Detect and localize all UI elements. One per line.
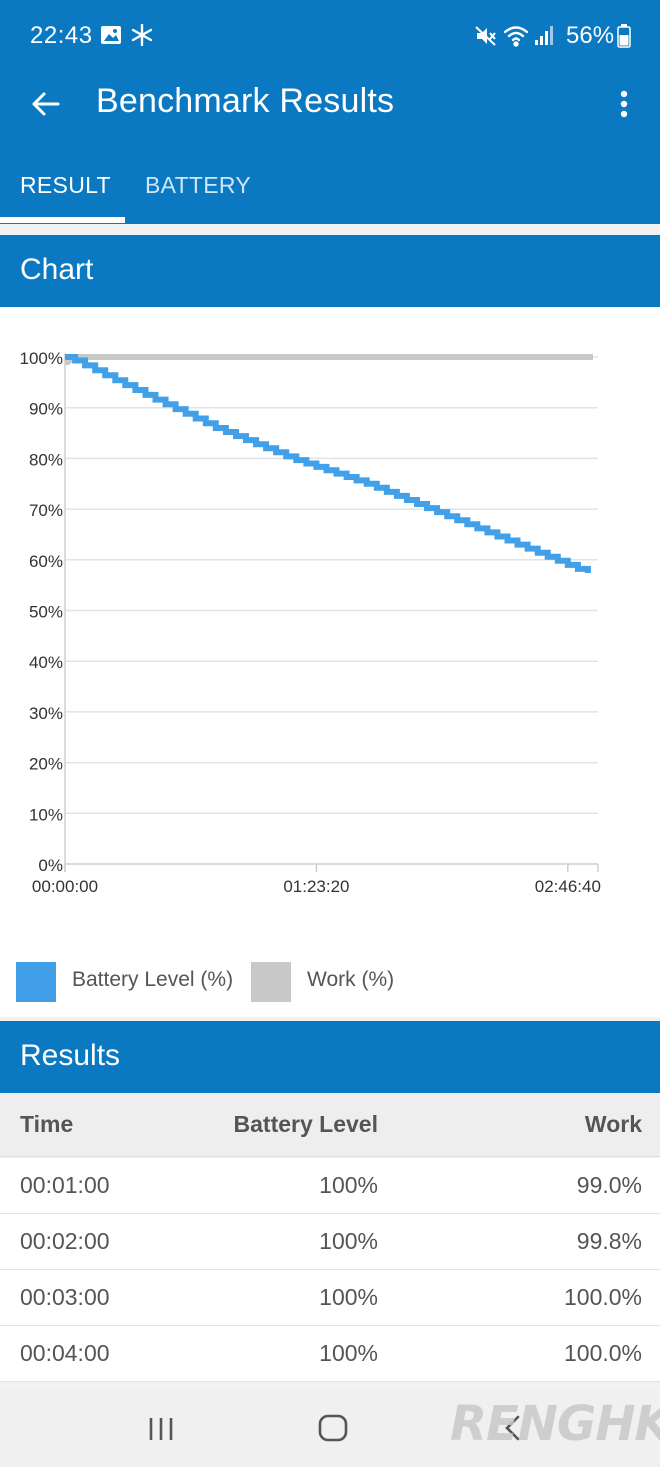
- cell-battery: 100%: [319, 1340, 378, 1366]
- cell-battery: 100%: [319, 1284, 378, 1310]
- home-icon[interactable]: [317, 1412, 349, 1449]
- y-tick-label: 90%: [29, 400, 63, 419]
- status-time: 22:43: [30, 22, 93, 49]
- table-header: Time Battery Level Work: [0, 1093, 660, 1157]
- snowflake-icon: [131, 23, 153, 51]
- battery-chart: 100% 90% 80% 70% 60% 50% 40% 30% 20% 10% 0% 00:00:0…: [20, 349, 601, 896]
- back-icon[interactable]: [498, 1412, 528, 1449]
- y-tick-label: 10%: [29, 805, 63, 824]
- y-tick-label: 100%: [20, 349, 63, 368]
- y-tick-label: 30%: [29, 704, 63, 723]
- x-tick-label: 02:46:40: [535, 877, 601, 896]
- header-battery-level: Battery Level: [233, 1111, 378, 1137]
- header-work: Work: [584, 1111, 642, 1137]
- watermark-logo: RENGHK: [450, 1396, 660, 1452]
- chart-card: 100% 90% 80% 70% 60% 50% 40% 30% 20% 10% 0% 00:00:0…: [0, 307, 660, 1017]
- cell-work: 100.0%: [563, 1340, 642, 1366]
- y-tick-label: 0%: [38, 856, 63, 875]
- mute-icon: [474, 24, 498, 53]
- cell-battery: 100%: [319, 1172, 378, 1198]
- x-tick-label: 01:23:20: [283, 877, 349, 896]
- results-section-title: Results: [20, 1039, 121, 1072]
- series-battery-line: [65, 354, 591, 573]
- results-section-header: Results: [0, 1021, 660, 1093]
- legend-label-work: Work (%): [307, 968, 395, 991]
- header-time: Time: [20, 1111, 74, 1137]
- chart-section-header: Chart: [0, 235, 660, 307]
- tab-result[interactable]: RESULT: [20, 172, 111, 198]
- tab-battery[interactable]: BATTERY: [145, 172, 252, 198]
- recent-apps-icon[interactable]: [146, 1412, 176, 1449]
- y-tick-label: 80%: [29, 450, 63, 469]
- cell-time: 00:03:00: [20, 1284, 110, 1310]
- table-row: 00:04:00 100% 100.0%: [0, 1326, 660, 1382]
- table-row: 00:02:00 100% 99.8%: [0, 1214, 660, 1270]
- table-row: 00:03:00 100% 100.0%: [0, 1270, 660, 1326]
- more-vert-icon[interactable]: [610, 86, 638, 122]
- y-tick-label: 70%: [29, 501, 63, 520]
- legend-swatch-battery: [16, 962, 56, 1002]
- cell-work: 99.8%: [576, 1228, 642, 1254]
- chart-section-title: Chart: [20, 253, 94, 286]
- signal-icon: [534, 24, 554, 51]
- table-row: 00:01:00 100% 99.0%: [0, 1158, 660, 1214]
- y-tick-label: 20%: [29, 755, 63, 774]
- gallery-icon: [100, 24, 122, 51]
- x-tick-label: 00:00:00: [32, 877, 98, 896]
- page-title: Benchmark Results: [96, 82, 395, 120]
- wifi-icon: [503, 24, 529, 53]
- battery-icon: [617, 24, 631, 53]
- cell-work: 99.0%: [576, 1172, 642, 1198]
- back-arrow-icon[interactable]: [28, 86, 64, 122]
- legend-label-battery: Battery Level (%): [72, 968, 234, 991]
- status-bar: 22:43 56%: [0, 0, 660, 68]
- app-bar: Benchmark Results RESULT BATTERY: [0, 68, 660, 224]
- y-tick-label: 40%: [29, 653, 63, 672]
- y-tick-label: 50%: [29, 603, 63, 622]
- chart-legend: Battery Level (%) Work (%): [0, 959, 660, 1009]
- y-tick-label: 60%: [29, 552, 63, 571]
- cell-time: 00:04:00: [20, 1340, 110, 1366]
- cell-battery: 100%: [319, 1228, 378, 1254]
- battery-percent: 56%: [566, 22, 615, 49]
- series-work-line: [65, 354, 593, 366]
- system-nav-bar: [0, 1390, 660, 1467]
- tab-indicator: [0, 217, 125, 223]
- cell-time: 00:01:00: [20, 1172, 110, 1198]
- cell-time: 00:02:00: [20, 1228, 110, 1254]
- legend-swatch-work: [251, 962, 291, 1002]
- cell-work: 100.0%: [563, 1284, 642, 1310]
